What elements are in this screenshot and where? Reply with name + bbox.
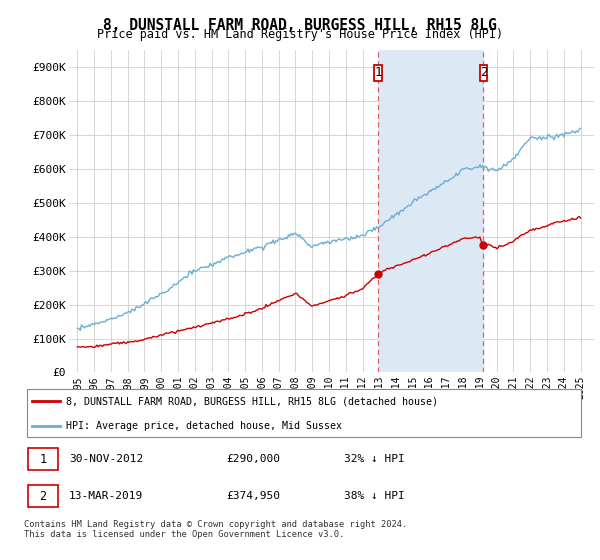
FancyBboxPatch shape xyxy=(28,449,58,470)
Text: 38% ↓ HPI: 38% ↓ HPI xyxy=(344,491,404,501)
FancyBboxPatch shape xyxy=(480,65,487,81)
Text: 30-NOV-2012: 30-NOV-2012 xyxy=(69,454,143,464)
Text: £374,950: £374,950 xyxy=(226,491,280,501)
Text: Price paid vs. HM Land Registry's House Price Index (HPI): Price paid vs. HM Land Registry's House … xyxy=(97,28,503,41)
FancyBboxPatch shape xyxy=(374,65,382,81)
Text: 8, DUNSTALL FARM ROAD, BURGESS HILL, RH15 8LG (detached house): 8, DUNSTALL FARM ROAD, BURGESS HILL, RH1… xyxy=(66,396,438,407)
Text: HPI: Average price, detached house, Mid Sussex: HPI: Average price, detached house, Mid … xyxy=(66,421,342,431)
Text: 8, DUNSTALL FARM ROAD, BURGESS HILL, RH15 8LG: 8, DUNSTALL FARM ROAD, BURGESS HILL, RH1… xyxy=(103,18,497,33)
Bar xyxy=(378,50,484,372)
Text: 32% ↓ HPI: 32% ↓ HPI xyxy=(344,454,404,464)
Text: Contains HM Land Registry data © Crown copyright and database right 2024.
This d: Contains HM Land Registry data © Crown c… xyxy=(24,520,407,539)
Text: 2: 2 xyxy=(480,67,487,80)
Text: 13-MAR-2019: 13-MAR-2019 xyxy=(69,491,143,501)
Text: 2: 2 xyxy=(40,490,47,503)
FancyBboxPatch shape xyxy=(28,486,58,507)
Text: £290,000: £290,000 xyxy=(226,454,280,464)
FancyBboxPatch shape xyxy=(27,389,581,437)
Text: 1: 1 xyxy=(374,67,382,80)
Text: 1: 1 xyxy=(40,452,47,466)
